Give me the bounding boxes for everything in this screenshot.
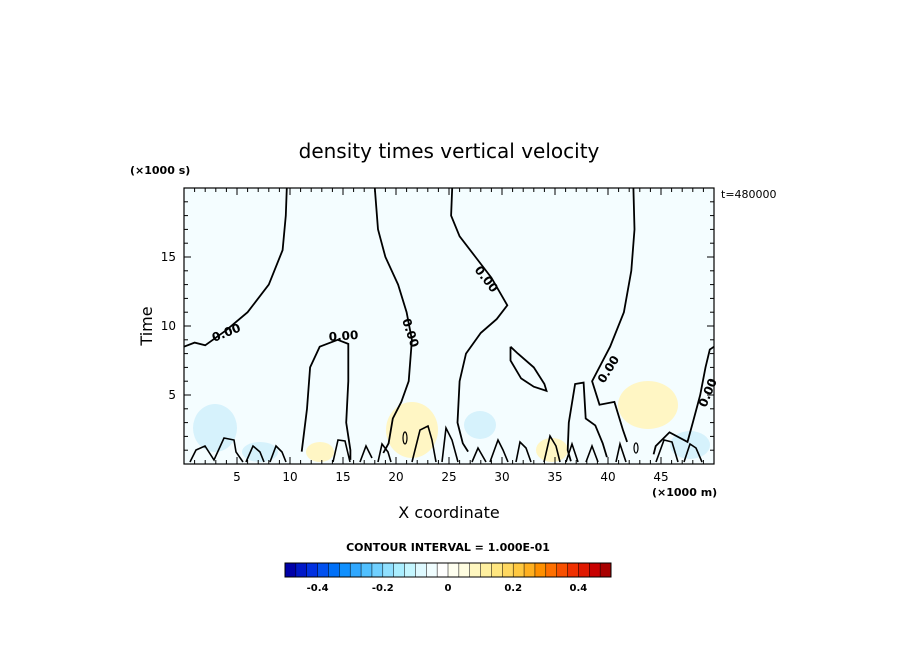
- colorbar-swatch: [480, 563, 492, 577]
- x-tick-label: 35: [547, 470, 562, 484]
- contour-closed-small: [402, 431, 408, 445]
- colorbar-swatch: [589, 563, 601, 577]
- colorbar-swatch: [567, 563, 579, 577]
- contour-label: 0.00: [328, 328, 359, 344]
- colorbar-tick-label: 0: [445, 583, 452, 594]
- colorbar-swatch: [371, 563, 384, 577]
- colorbar-swatch: [448, 563, 460, 577]
- colorbar-swatch: [502, 563, 514, 577]
- colorbar-swatch: [415, 563, 427, 577]
- colorbar-swatch: [458, 563, 471, 577]
- positive-blob: [386, 402, 438, 458]
- colorbar-swatch: [361, 563, 373, 577]
- x-tick-label: 20: [388, 470, 403, 484]
- x-tick-label: 15: [335, 470, 350, 484]
- colorbar-swatch: [556, 563, 568, 577]
- y-tick-labels: 5 10 15: [161, 250, 176, 402]
- colorbar-swatch: [600, 563, 612, 577]
- chart-title: density times vertical velocity: [299, 139, 600, 163]
- y-tick-label: 15: [161, 250, 176, 264]
- colorbar-swatch: [339, 563, 351, 577]
- contour-zero: [566, 381, 608, 462]
- contour-zero: [450, 188, 509, 453]
- colorbar-swatch: [469, 563, 481, 577]
- negative-blob: [464, 411, 496, 439]
- time-stamp: t=480000: [721, 188, 777, 201]
- contour-zero: [300, 338, 352, 460]
- x-tick-labels: 5 10 15 20 25 30 35 40 45: [233, 470, 668, 484]
- negative-blob: [193, 404, 237, 452]
- colorbar-swatch: [545, 563, 557, 577]
- x-tick-label: 25: [441, 470, 456, 484]
- colorbar-swatch: [285, 563, 297, 577]
- x-tick-label: 40: [600, 470, 615, 484]
- colorbar-swatch: [491, 563, 503, 577]
- x-tick-label: 30: [494, 470, 509, 484]
- colorbar-swatch: [534, 563, 547, 577]
- colorbar-tick-label: 0.2: [504, 583, 522, 594]
- contour-closed-small: [633, 442, 639, 454]
- colorbar-swatch: [393, 563, 405, 577]
- positive-blob: [306, 442, 334, 462]
- colorbar-swatch: [437, 563, 449, 577]
- positive-blob: [536, 438, 568, 462]
- contour-zero: [373, 188, 413, 454]
- colorbar-swatch: [404, 563, 416, 577]
- colorbar-swatch: [306, 563, 318, 577]
- y-tick-label: 10: [161, 319, 176, 333]
- x-axis-label: X coordinate: [398, 503, 499, 522]
- colorbar-swatch: [317, 563, 329, 577]
- plot-area: [184, 188, 714, 464]
- zero-contours: [184, 188, 714, 462]
- positive-blob: [618, 381, 678, 429]
- colorbar-tick-label: 0.4: [570, 583, 588, 594]
- y-axis-label: Time: [137, 306, 156, 346]
- colorbar-tick-labels: -0.4 -0.2 0 0.2 0.4: [307, 583, 588, 594]
- axis-ticks: [184, 188, 714, 464]
- contour-ragged-bottom: [189, 424, 703, 463]
- colorbar: [285, 563, 612, 577]
- x-tick-label: 5: [233, 470, 241, 484]
- contour-zero: [509, 346, 548, 393]
- colorbar-swatch: [426, 563, 438, 577]
- x-tick-label: 45: [653, 470, 668, 484]
- colorbar-swatch: [328, 563, 340, 577]
- colorbar-frame: [284, 562, 612, 578]
- colorbar-swatch: [513, 563, 525, 577]
- colorbar-tick-label: -0.4: [307, 583, 329, 594]
- contour-zero: [591, 188, 636, 443]
- y-unit-label: (×1000 s): [130, 164, 190, 177]
- colorbar-swatch: [295, 563, 308, 577]
- contour-zero: [652, 345, 714, 455]
- y-tick-label: 5: [168, 388, 176, 402]
- contour-zero: [184, 188, 288, 348]
- colorbar-swatch: [350, 563, 362, 577]
- x-unit-label: (×1000 m): [652, 486, 717, 499]
- colorbar-tick-label: -0.2: [372, 583, 394, 594]
- colorbar-swatch: [524, 563, 536, 577]
- colorbar-swatch: [578, 563, 590, 577]
- colorbar-swatch: [382, 563, 394, 577]
- x-tick-label: 10: [282, 470, 297, 484]
- contour-interval: CONTOUR INTERVAL = 1.000E-01: [346, 541, 550, 554]
